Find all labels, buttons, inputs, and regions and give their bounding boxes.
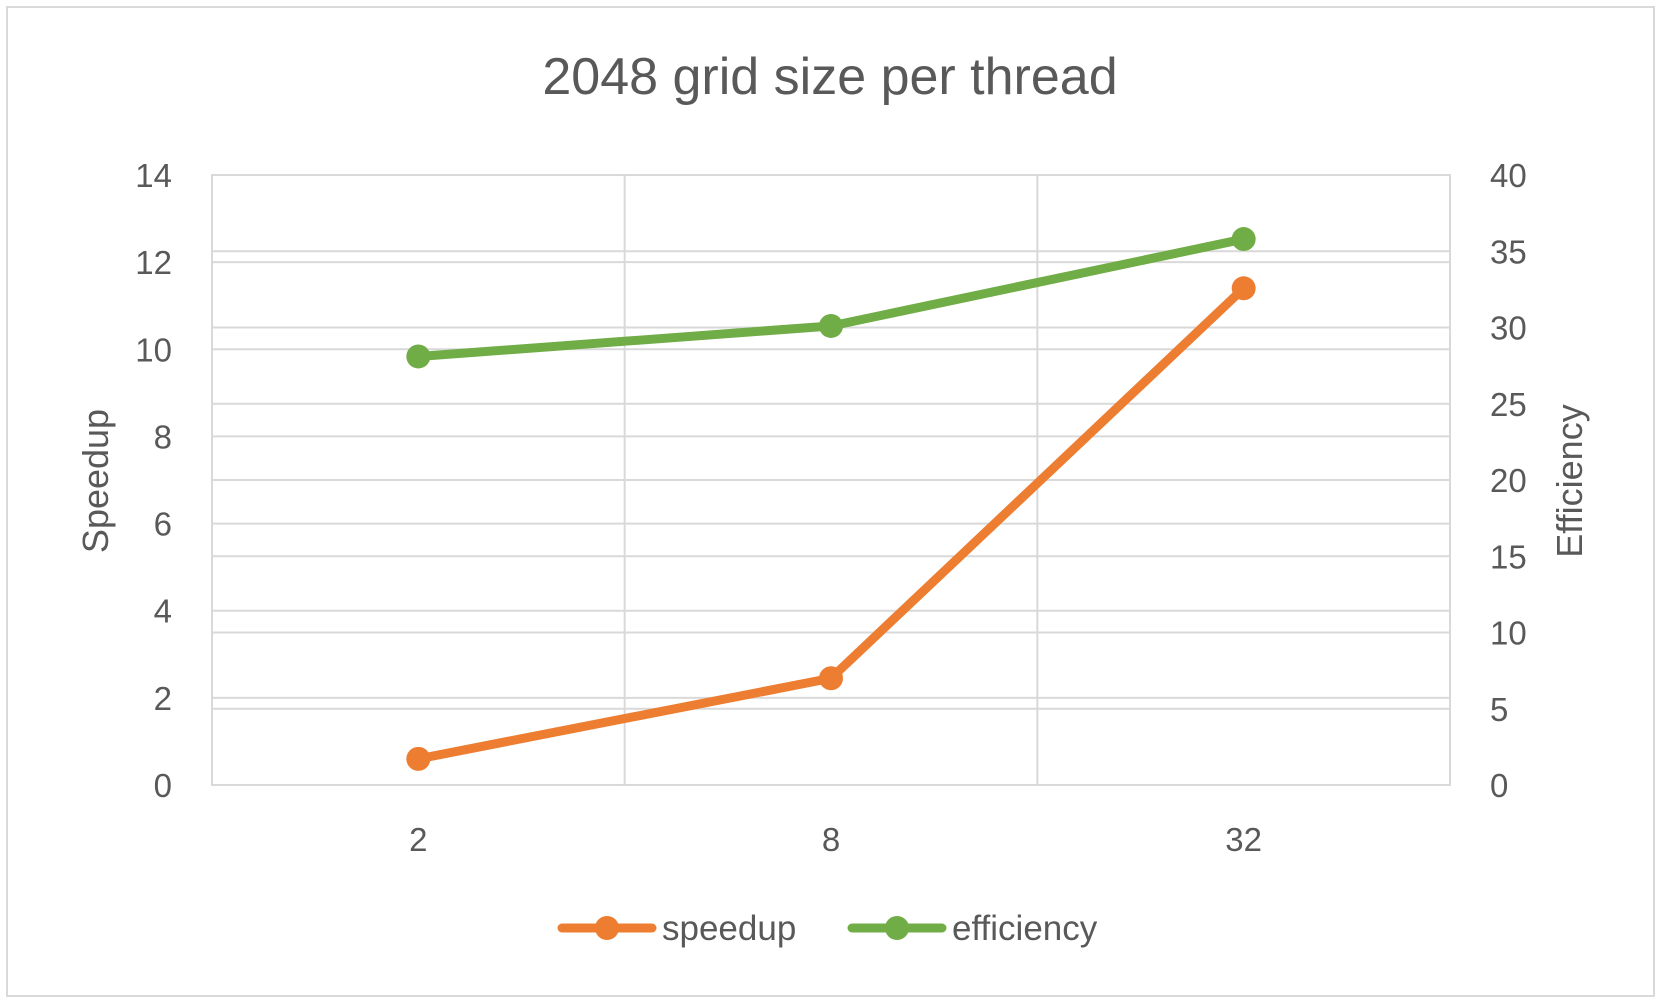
left-tick-label: 4 (154, 593, 172, 630)
right-tick-label: 30 (1490, 310, 1527, 347)
left-tick-label: 12 (135, 244, 172, 281)
left-tick-label: 8 (154, 418, 172, 455)
gridlines (211, 174, 1451, 786)
right-tick-label: 40 (1490, 157, 1527, 194)
x-tick-label: 32 (1225, 821, 1262, 858)
right-tick-label: 10 (1490, 615, 1527, 652)
series-efficiency (406, 227, 1256, 369)
right-tick-label: 35 (1490, 233, 1527, 270)
left-axis-ticks: 0 2 4 6 8 10 12 14 (135, 157, 172, 804)
chart-title: 2048 grid size per thread (542, 48, 1117, 106)
legend-swatch-marker (595, 916, 619, 940)
speedup-point (406, 746, 431, 771)
efficiency-line (413, 234, 1249, 361)
right-axis-ticks: 0 5 10 15 20 25 30 35 40 (1490, 157, 1527, 804)
legend-swatch-marker (885, 916, 909, 940)
efficiency-point (819, 313, 843, 338)
legend-item-efficiency: efficiency (847, 909, 1098, 948)
left-tick-label: 2 (154, 680, 172, 717)
left-axis-label: Speedup (75, 409, 116, 553)
right-axis-label: Efficiency (1549, 404, 1590, 557)
speedup-point (819, 666, 843, 691)
x-tick-label: 2 (409, 821, 427, 858)
series-layer (406, 227, 1256, 771)
legend-label: efficiency (952, 909, 1098, 948)
left-tick-label: 14 (135, 157, 172, 194)
right-tick-label: 15 (1490, 538, 1527, 575)
left-tick-label: 0 (154, 767, 172, 804)
efficiency-point (406, 344, 431, 369)
right-tick-label: 20 (1490, 462, 1527, 499)
left-tick-label: 10 (135, 331, 172, 368)
legend-label: speedup (662, 909, 796, 948)
x-tick-label: 8 (822, 821, 840, 858)
x-axis-ticks: 2 8 32 (409, 821, 1262, 858)
right-tick-label: 5 (1490, 691, 1508, 728)
series-speedup (406, 276, 1256, 771)
left-tick-label: 6 (154, 506, 172, 543)
efficiency-point (1231, 227, 1256, 252)
legend: speedup efficiency (557, 909, 1098, 948)
speedup-point (1231, 276, 1256, 301)
chart-frame (6, 6, 1655, 997)
right-tick-label: 0 (1490, 767, 1508, 804)
right-tick-label: 25 (1490, 386, 1527, 423)
legend-item-speedup: speedup (557, 909, 796, 948)
